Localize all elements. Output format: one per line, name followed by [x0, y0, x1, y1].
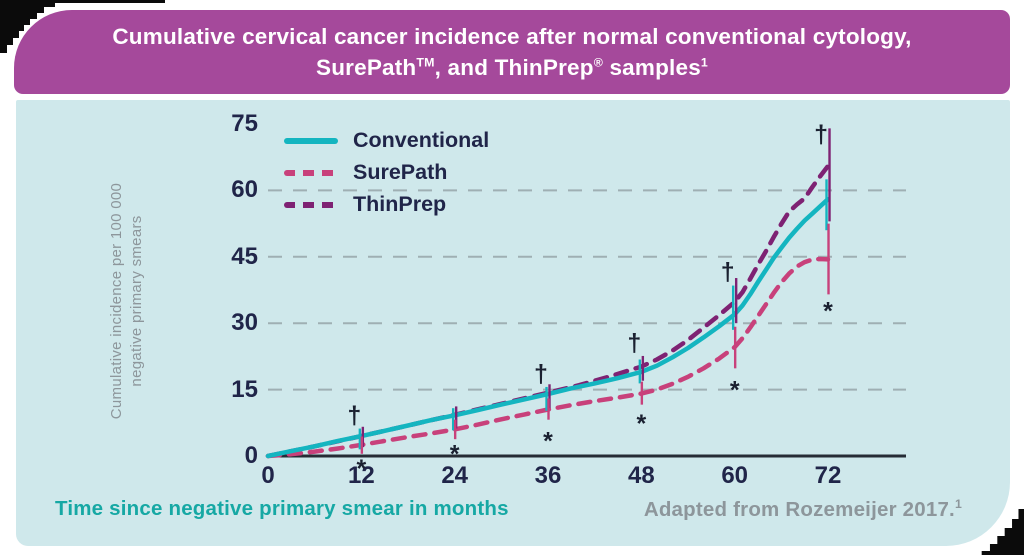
source-note: Adapted from Rozemeijer 2017.1 [643, 497, 962, 521]
title-line-1: Cumulative cervical cancer incidence aft… [112, 23, 912, 49]
legend-label: ThinPrep [353, 192, 447, 216]
thinprep-dashed-swatch-icon [284, 201, 338, 208]
y-tick-label-0: 0 [244, 442, 258, 469]
x-tick-label-60: 60 [721, 462, 749, 489]
legend-item-conventional: Conventional [284, 128, 489, 153]
conventional-line-swatch-icon [284, 137, 338, 144]
y-tick-label-30: 30 [231, 309, 258, 337]
registered-superscript: ® [593, 55, 604, 70]
surepath-dashed-swatch-icon [284, 169, 338, 176]
source-footnote-superscript: 1 [954, 497, 962, 511]
title-line-2: SurePathTM, and ThinPrep® samples1 [316, 55, 708, 80]
chart-card [16, 100, 1010, 546]
footnote-superscript: 1 [700, 55, 708, 70]
y-axis-title: Cumulative incidence per 100 000 negativ… [107, 151, 149, 451]
legend-item-surepath: SurePath [284, 160, 489, 185]
y-axis-title-line-1: Cumulative incidence per 100 000 [108, 182, 125, 420]
chart-legend: Conventional SurePath ThinPrep [284, 128, 489, 224]
x-tick-label-48: 48 [627, 462, 655, 489]
y-tick-label-75: 75 [231, 109, 258, 137]
legend-label: SurePath [353, 160, 448, 184]
trademark-superscript: TM [416, 55, 435, 70]
x-tick-label-24: 24 [441, 462, 469, 489]
x-tick-label-0: 0 [261, 462, 275, 489]
title-banner: Cumulative cervical cancer incidence aft… [14, 10, 1010, 94]
y-tick-label-45: 45 [231, 242, 258, 270]
legend-label: Conventional [353, 128, 490, 152]
x-axis-title: Time since negative primary smear in mon… [55, 497, 509, 520]
y-tick-label-60: 60 [231, 176, 258, 204]
y-tick-label-15: 15 [231, 375, 258, 403]
x-tick-label-72: 72 [814, 462, 842, 489]
y-axis-title-line-2: negative primary smears [127, 215, 145, 387]
x-tick-label-12: 12 [347, 462, 375, 489]
x-tick-label-36: 36 [534, 462, 562, 489]
legend-item-thinprep: ThinPrep [284, 192, 489, 217]
